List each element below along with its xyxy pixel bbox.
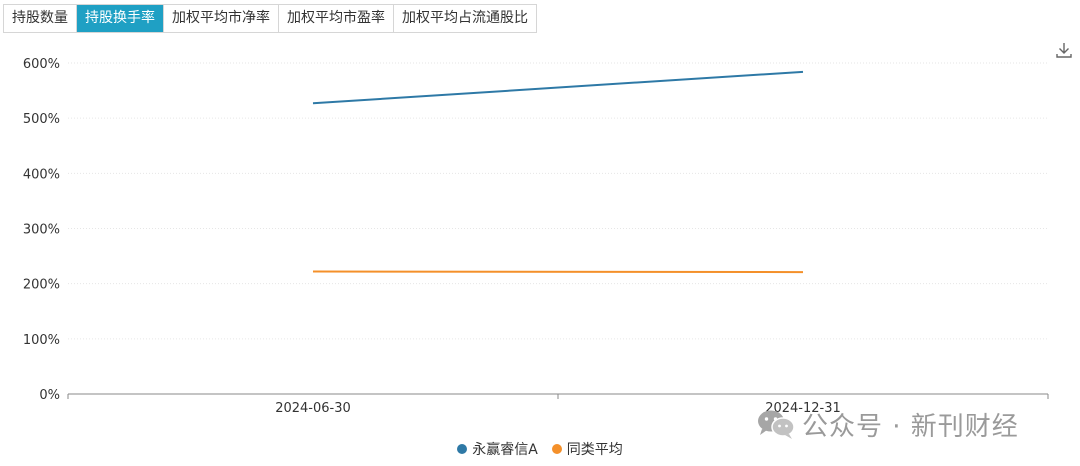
legend-dot [457, 444, 468, 454]
legend: 永赢睿信A 同类平均 [0, 438, 1080, 460]
tab-bar: 持股数量 持股换手率 加权平均市净率 加权平均市盈率 加权平均占流通股比 [3, 4, 537, 33]
y-tick-label: 400% [23, 167, 60, 182]
legend-dot [551, 444, 562, 454]
x-tick-label: 2024-06-30 [275, 401, 351, 416]
watermark-text: 公众号 · 新刊财经 [802, 411, 1019, 442]
y-tick-label: 500% [23, 112, 60, 127]
y-tick-label: 0% [39, 388, 60, 403]
series-line-1 [312, 270, 804, 274]
y-tick-label: 200% [23, 278, 60, 293]
line-chart: 0% 100% 200% 300% 400% 500% 600% 2024-06-30 2024… [23, 57, 1049, 416]
tab-0[interactable]: 持股数量 [4, 5, 77, 32]
watermark: 公众号 · 新刊财经 [756, 404, 1019, 444]
tab-4[interactable]: 加权平均占流通股比 [394, 5, 536, 32]
tab-3[interactable]: 加权平均市盈率 [279, 5, 394, 32]
wechat-icon [758, 410, 795, 439]
legend-label: 同类平均 [566, 442, 623, 458]
series-line-0 [312, 70, 804, 105]
tab-1[interactable]: 持股换手率 [77, 5, 164, 32]
y-tick-label: 300% [23, 223, 60, 238]
legend-label: 永赢睿信A [472, 442, 538, 458]
tab-2[interactable]: 加权平均市净率 [164, 5, 279, 32]
y-tick-label: 100% [23, 333, 60, 348]
download-icon[interactable] [1054, 40, 1074, 60]
y-tick-label: 600% [23, 57, 60, 72]
x-tick-label: 2024-12-31 [765, 401, 841, 416]
legend-item-0[interactable]: 永赢睿信A [457, 439, 538, 459]
legend-item-1[interactable]: 同类平均 [551, 439, 623, 459]
